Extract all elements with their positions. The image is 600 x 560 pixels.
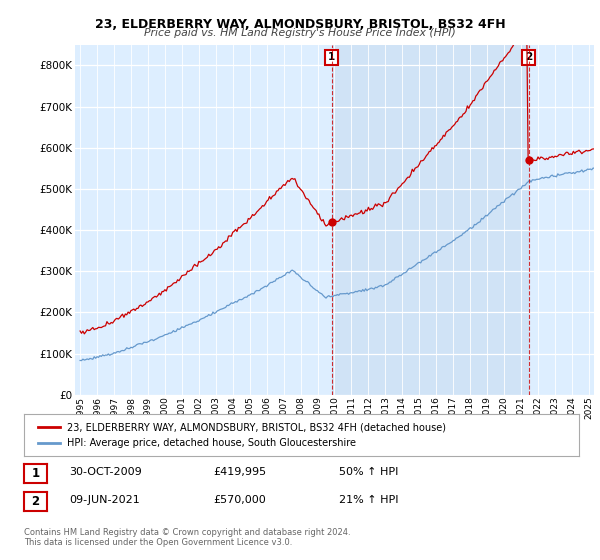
Text: £419,995: £419,995 bbox=[213, 466, 266, 477]
Legend: 23, ELDERBERRY WAY, ALMONDSBURY, BRISTOL, BS32 4FH (detached house), HPI: Averag: 23, ELDERBERRY WAY, ALMONDSBURY, BRISTOL… bbox=[34, 419, 451, 452]
Text: 1: 1 bbox=[31, 466, 40, 480]
Text: Contains HM Land Registry data © Crown copyright and database right 2024.
This d: Contains HM Land Registry data © Crown c… bbox=[24, 528, 350, 547]
Text: 30-OCT-2009: 30-OCT-2009 bbox=[69, 466, 142, 477]
Bar bbox=[332, 45, 529, 395]
Text: 21% ↑ HPI: 21% ↑ HPI bbox=[339, 494, 398, 505]
Text: £570,000: £570,000 bbox=[213, 494, 266, 505]
Text: 23, ELDERBERRY WAY, ALMONDSBURY, BRISTOL, BS32 4FH: 23, ELDERBERRY WAY, ALMONDSBURY, BRISTOL… bbox=[95, 18, 505, 31]
Text: 50% ↑ HPI: 50% ↑ HPI bbox=[339, 466, 398, 477]
Text: 2: 2 bbox=[31, 494, 40, 508]
Text: 1: 1 bbox=[328, 52, 335, 62]
Text: 09-JUN-2021: 09-JUN-2021 bbox=[69, 494, 140, 505]
Text: 2: 2 bbox=[525, 52, 532, 62]
Text: Price paid vs. HM Land Registry's House Price Index (HPI): Price paid vs. HM Land Registry's House … bbox=[144, 28, 456, 38]
